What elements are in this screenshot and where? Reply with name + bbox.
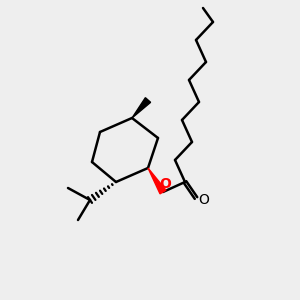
Polygon shape <box>148 168 166 194</box>
Polygon shape <box>132 98 151 118</box>
Text: O: O <box>159 177 171 191</box>
Text: O: O <box>199 193 209 207</box>
